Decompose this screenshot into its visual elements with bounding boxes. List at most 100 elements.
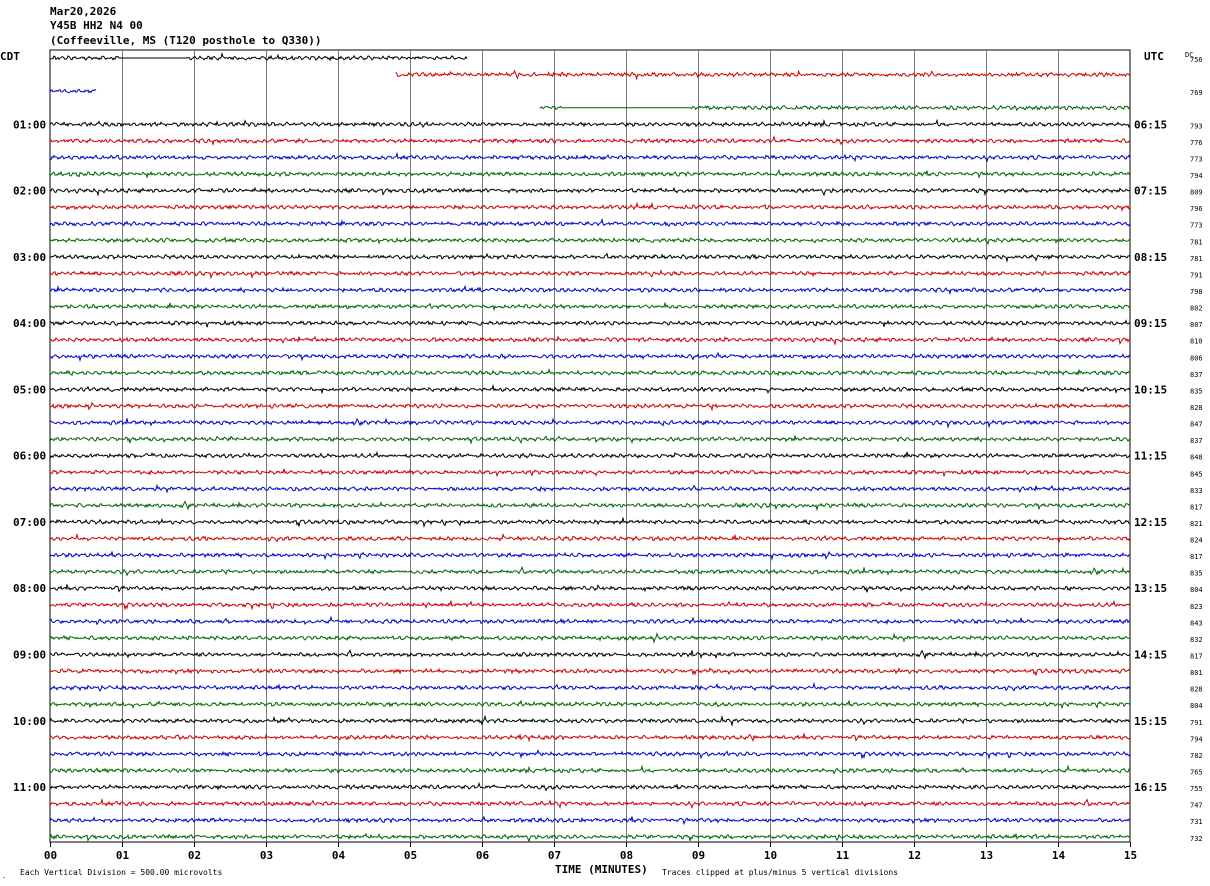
trace-row-14 <box>49 284 1131 296</box>
cdt-hour-label: 08:00 <box>13 582 46 595</box>
trace-row-15 <box>49 301 1131 312</box>
dc-offset-value: 796 <box>1190 205 1203 213</box>
trace-row-2 <box>49 88 97 94</box>
dc-offset-value: 806 <box>1190 354 1203 362</box>
x-tick-label: 01 <box>116 849 130 862</box>
dc-offset-value: 801 <box>1190 669 1203 677</box>
trace-row-34 <box>49 615 1131 626</box>
utc-hour-label: 09:15 <box>1134 317 1167 330</box>
utc-hour-label: 14:15 <box>1134 649 1167 662</box>
utc-hour-label: 06:15 <box>1134 118 1167 131</box>
dc-offset-value: 781 <box>1190 238 1203 246</box>
trace-row-13 <box>49 269 1131 280</box>
trace-row-30 <box>49 550 1130 561</box>
trace-row-39 <box>49 699 1131 710</box>
utc-hour-label: 15:15 <box>1134 715 1167 728</box>
corner-mark: . <box>2 872 6 880</box>
trace-row-11 <box>49 236 1131 246</box>
x-tick-label: 15 <box>1124 849 1137 862</box>
trace-row-47 <box>49 832 1131 843</box>
trace-row-26 <box>49 483 1131 494</box>
trace-row-36 <box>49 649 1131 660</box>
dc-offset-value: 828 <box>1190 686 1203 694</box>
dc-offset-value: 769 <box>1190 89 1203 97</box>
x-tick-label: 03 <box>260 849 273 862</box>
trace-row-8 <box>49 186 1131 197</box>
dc-offset-value: 817 <box>1190 503 1203 511</box>
x-tick-label: 10 <box>764 849 777 862</box>
trace-row-28 <box>49 517 1131 528</box>
cdt-hour-label: 11:00 <box>13 781 46 794</box>
trace-row-10 <box>49 217 1131 227</box>
dc-offset-value: 833 <box>1190 487 1203 495</box>
utc-hour-label: 07:15 <box>1134 185 1167 198</box>
x-tick-label: 00 <box>44 849 57 862</box>
utc-hour-label: 08:15 <box>1134 251 1167 264</box>
dc-label: DC <box>1185 51 1193 59</box>
trace-row-41 <box>49 732 1131 743</box>
trace-row-42 <box>49 748 1131 760</box>
dc-offset-value: 755 <box>1190 785 1203 793</box>
clip-footnote: Traces clipped at plus/minus 5 vertical … <box>662 868 898 877</box>
dc-offset-value: 794 <box>1190 735 1203 743</box>
dc-offset-value: 747 <box>1190 802 1203 810</box>
trace-row-32 <box>49 584 1131 593</box>
x-tick-label: 07 <box>548 849 561 862</box>
dc-offset-value: 804 <box>1190 586 1203 594</box>
trace-row-27 <box>49 500 1131 512</box>
trace-row-9 <box>49 201 1131 213</box>
dc-offset-value: 776 <box>1190 139 1203 147</box>
dc-offset-value: 835 <box>1190 387 1203 395</box>
dc-offset-value: 765 <box>1190 769 1203 777</box>
x-tick-label: 04 <box>332 849 346 862</box>
dc-offset-value: 782 <box>1190 752 1203 760</box>
trace-row-19 <box>49 368 1131 377</box>
utc-hour-label: 10:15 <box>1134 383 1167 396</box>
dc-offset-value: 832 <box>1190 636 1203 644</box>
trace-row-29 <box>49 532 1131 544</box>
cdt-hour-label: 01:00 <box>13 118 46 131</box>
plot-frame <box>49 49 1131 843</box>
cdt-hour-label: 06:00 <box>13 450 46 463</box>
trace-row-31 <box>49 565 1131 577</box>
trace-row-21 <box>50 401 1131 412</box>
dc-offset-value: 731 <box>1190 818 1203 826</box>
trace-row-3 <box>539 104 1130 112</box>
utc-hour-label: 12:15 <box>1134 516 1167 529</box>
x-tick-label: 13 <box>980 849 993 862</box>
x-tick-label: 14 <box>1052 849 1066 862</box>
cdt-hour-label: 07:00 <box>13 516 46 529</box>
axis-labels: 00 01 02 03 04 05 06 07 08 09 10 11 12 13 14 15 01:00 02:… <box>13 56 1203 862</box>
dc-offset-value: 807 <box>1190 321 1203 329</box>
dc-offset-value: 847 <box>1190 421 1203 429</box>
right-timezone-label: UTC <box>1144 50 1164 63</box>
cdt-hour-label: 02:00 <box>13 185 46 198</box>
left-timezone-label: CDT <box>0 50 20 63</box>
dc-offset-value: 845 <box>1190 470 1203 478</box>
x-tick-label: 12 <box>908 849 921 862</box>
dc-offset-value: 809 <box>1190 189 1203 197</box>
dc-offset-value: 773 <box>1190 155 1203 163</box>
dc-offset-value: 793 <box>1190 122 1203 130</box>
trace-row-6 <box>49 151 1131 163</box>
x-tick-label: 05 <box>404 849 417 862</box>
dc-offset-value: 804 <box>1190 702 1203 710</box>
dc-offset-value: 791 <box>1190 271 1203 279</box>
dc-offset-value: 794 <box>1190 172 1203 180</box>
x-tick-label: 02 <box>188 849 201 862</box>
utc-hour-label: 16:15 <box>1134 781 1167 794</box>
utc-hour-label: 13:15 <box>1134 582 1167 595</box>
trace-row-38 <box>49 681 1131 692</box>
dc-offset-value: 756 <box>1190 56 1203 64</box>
x-tick-label: 09 <box>692 849 705 862</box>
x-tick-label: 08 <box>620 849 633 862</box>
trace-row-25 <box>49 468 1131 478</box>
trace-row-16 <box>49 319 1131 328</box>
dc-offset-value: 781 <box>1190 255 1203 263</box>
dc-offset-value: 810 <box>1190 338 1203 346</box>
cdt-hour-label: 04:00 <box>13 317 46 330</box>
trace-row-45 <box>49 797 1131 810</box>
dc-offset-value: 817 <box>1190 553 1203 561</box>
trace-row-35 <box>49 631 1131 644</box>
cdt-hour-label: 09:00 <box>13 649 46 662</box>
